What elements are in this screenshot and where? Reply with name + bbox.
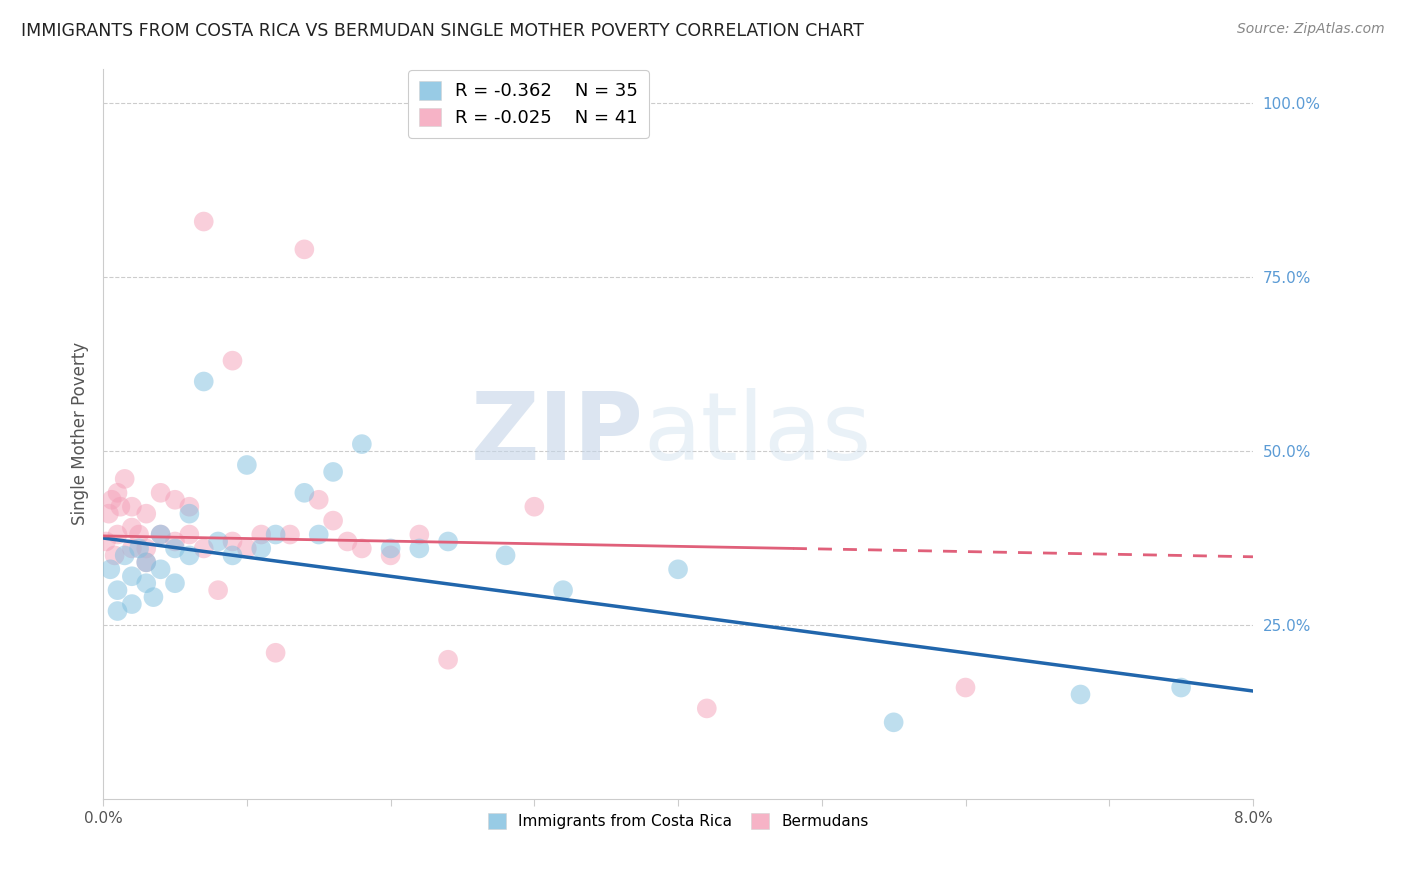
Y-axis label: Single Mother Poverty: Single Mother Poverty bbox=[72, 343, 89, 525]
Point bbox=[696, 701, 718, 715]
Point bbox=[350, 541, 373, 556]
Point bbox=[163, 492, 186, 507]
Point bbox=[955, 681, 977, 695]
Point bbox=[1170, 681, 1192, 695]
Point bbox=[193, 375, 215, 389]
Point bbox=[179, 500, 201, 514]
Point bbox=[107, 604, 129, 618]
Point bbox=[236, 541, 259, 556]
Point bbox=[322, 514, 344, 528]
Point bbox=[292, 243, 315, 257]
Point bbox=[179, 507, 201, 521]
Point bbox=[163, 576, 186, 591]
Point bbox=[107, 485, 129, 500]
Point bbox=[278, 527, 301, 541]
Point bbox=[437, 534, 460, 549]
Point bbox=[193, 541, 215, 556]
Point bbox=[107, 527, 129, 541]
Point bbox=[114, 472, 136, 486]
Point bbox=[380, 549, 402, 563]
Point bbox=[163, 534, 186, 549]
Point bbox=[128, 541, 150, 556]
Point bbox=[121, 569, 143, 583]
Point bbox=[179, 527, 201, 541]
Point bbox=[163, 541, 186, 556]
Point bbox=[97, 507, 120, 521]
Point bbox=[336, 534, 359, 549]
Text: atlas: atlas bbox=[644, 388, 872, 480]
Point bbox=[1069, 688, 1091, 702]
Point bbox=[666, 562, 689, 576]
Point bbox=[250, 541, 273, 556]
Point bbox=[207, 583, 229, 598]
Point bbox=[551, 583, 574, 598]
Point bbox=[110, 500, 132, 514]
Point bbox=[236, 458, 259, 472]
Point bbox=[308, 527, 330, 541]
Point bbox=[883, 715, 905, 730]
Point bbox=[495, 549, 517, 563]
Point bbox=[292, 485, 315, 500]
Point bbox=[322, 465, 344, 479]
Text: IMMIGRANTS FROM COSTA RICA VS BERMUDAN SINGLE MOTHER POVERTY CORRELATION CHART: IMMIGRANTS FROM COSTA RICA VS BERMUDAN S… bbox=[21, 22, 863, 40]
Point bbox=[94, 534, 117, 549]
Point bbox=[221, 549, 243, 563]
Point bbox=[135, 555, 157, 569]
Point bbox=[121, 520, 143, 534]
Point bbox=[149, 527, 172, 541]
Point bbox=[221, 353, 243, 368]
Point bbox=[121, 597, 143, 611]
Point bbox=[121, 541, 143, 556]
Point bbox=[128, 527, 150, 541]
Point bbox=[380, 541, 402, 556]
Point bbox=[207, 534, 229, 549]
Point bbox=[104, 549, 127, 563]
Point bbox=[523, 500, 546, 514]
Point bbox=[142, 590, 165, 604]
Point bbox=[135, 555, 157, 569]
Point bbox=[149, 562, 172, 576]
Point bbox=[408, 527, 430, 541]
Point bbox=[149, 485, 172, 500]
Point bbox=[264, 527, 287, 541]
Legend: Immigrants from Costa Rica, Bermudans: Immigrants from Costa Rica, Bermudans bbox=[481, 806, 875, 835]
Point bbox=[250, 527, 273, 541]
Point bbox=[308, 492, 330, 507]
Text: ZIP: ZIP bbox=[471, 388, 644, 480]
Point bbox=[98, 562, 121, 576]
Point bbox=[135, 541, 157, 556]
Point bbox=[135, 576, 157, 591]
Text: Source: ZipAtlas.com: Source: ZipAtlas.com bbox=[1237, 22, 1385, 37]
Point bbox=[179, 549, 201, 563]
Point bbox=[107, 583, 129, 598]
Point bbox=[121, 500, 143, 514]
Point bbox=[100, 492, 122, 507]
Point bbox=[264, 646, 287, 660]
Point bbox=[193, 214, 215, 228]
Point bbox=[149, 527, 172, 541]
Point bbox=[408, 541, 430, 556]
Point bbox=[221, 534, 243, 549]
Point bbox=[114, 549, 136, 563]
Point bbox=[437, 653, 460, 667]
Point bbox=[135, 507, 157, 521]
Point bbox=[350, 437, 373, 451]
